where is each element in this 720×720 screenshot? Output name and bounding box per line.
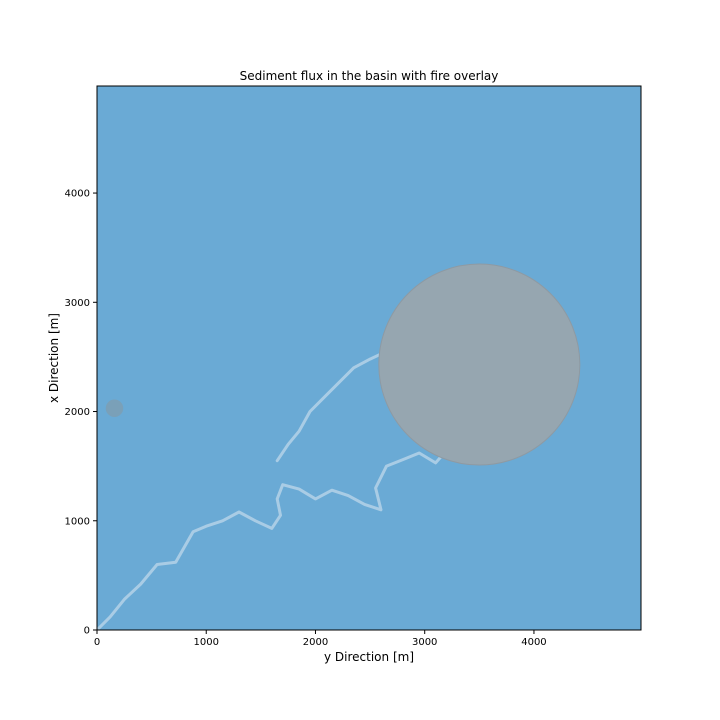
x-tick-label: 2000 <box>303 637 328 648</box>
plot-frame <box>96 85 642 631</box>
chart-title: Sediment flux in the basin with fire ove… <box>240 69 499 83</box>
x-axis-ticks: 0 1000 2000 3000 4000 <box>94 630 547 648</box>
x-tick-label: 0 <box>94 637 100 648</box>
x-tick-label: 1000 <box>194 637 219 648</box>
y-tick-label: 1000 <box>65 516 90 527</box>
y-tick-label: 3000 <box>65 298 90 309</box>
y-tick-label: 2000 <box>65 407 90 418</box>
outlet-point <box>105 399 124 417</box>
y-axis-ticks: 0 1000 2000 3000 4000 <box>65 189 97 637</box>
y-axis-label: x Direction [m] <box>47 313 61 403</box>
x-axis-label: y Direction [m] <box>324 650 414 664</box>
x-tick-label: 3000 <box>412 637 437 648</box>
plot-area <box>97 86 641 630</box>
fire-overlay <box>378 263 581 466</box>
x-tick-label: 4000 <box>521 637 546 648</box>
y-tick-label: 4000 <box>65 189 90 200</box>
y-tick-label: 0 <box>84 626 90 637</box>
